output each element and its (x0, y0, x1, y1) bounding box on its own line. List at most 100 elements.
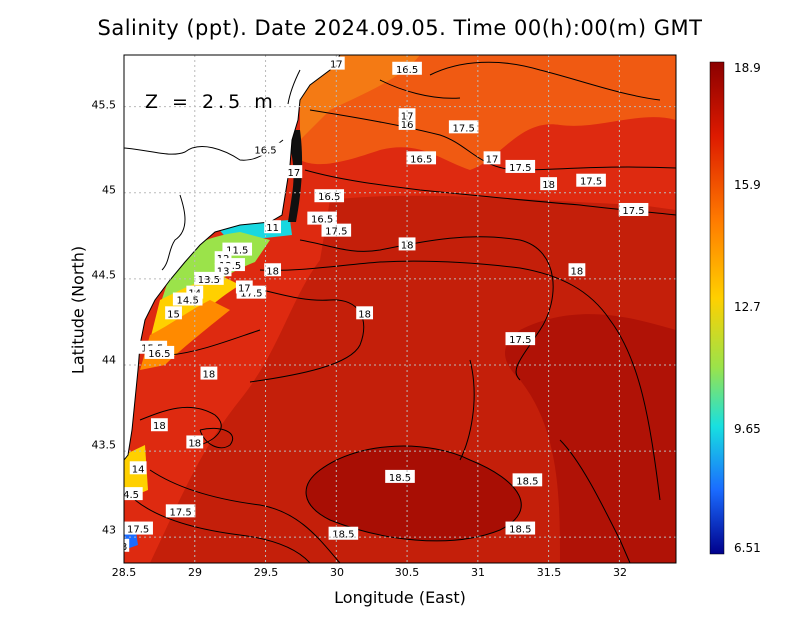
contour-label-text: 17 (238, 283, 251, 294)
contour-label-box (307, 211, 337, 225)
contour-label: 18 (200, 366, 218, 381)
contour-label: 18 (540, 177, 558, 191)
contour-label-text: 17.5 (169, 507, 191, 518)
sea-orange-band (300, 55, 420, 140)
y-tick-label: 43.5 (91, 438, 117, 452)
contour-label: 18 (356, 306, 374, 320)
contour-label: 18 (186, 435, 204, 449)
contour-label-text: 17 (486, 154, 499, 165)
contour-label-box (406, 151, 437, 165)
sea-deep-region-east (505, 314, 676, 563)
colorbar-tick-label: 12.7 (734, 300, 761, 314)
contour-label-text: 18.5 (389, 473, 411, 484)
contour-label-text: 17 (287, 168, 300, 179)
contour-label: 17.5 (618, 202, 649, 217)
contour-label: 17.5 (448, 120, 479, 134)
contour-label-box (576, 173, 606, 187)
contour-label-box (392, 61, 422, 75)
contour-label: 18 (568, 263, 586, 277)
gridlines (123, 55, 676, 563)
contour-label: 16.5 (392, 61, 422, 76)
contour-label: 18.5 (512, 473, 543, 487)
contour-label-box (505, 521, 536, 535)
contour-label: 18.5 (385, 469, 415, 484)
contour-label-text: 17.5 (622, 206, 644, 217)
contour-label-text: 18 (266, 266, 279, 277)
contour-label-box (483, 151, 501, 165)
contour-label-text: 16.5 (311, 215, 333, 226)
contour-label-box (505, 332, 536, 346)
x-tick-label: 31 (471, 566, 485, 579)
contour-label-text: 17.5 (509, 163, 531, 174)
x-tick-label: 28.5 (111, 566, 137, 579)
contour-label-text: 11.5 (226, 246, 248, 257)
contour-label: 17 (285, 165, 303, 179)
contour-label-box (505, 159, 536, 173)
x-axis-label: Longitude (East) (334, 588, 466, 607)
contour-label: 16.5 (250, 142, 281, 157)
contour-label-text: 18 (571, 266, 584, 277)
contour-label: 17.5 (165, 504, 196, 518)
contour-label-text: 16.5 (318, 192, 340, 203)
contour-label-text: 17.5 (509, 335, 531, 346)
plot-frame (123, 54, 677, 564)
contour-label-text: 17.5 (453, 123, 475, 134)
contour-label-text: 18.5 (509, 525, 531, 536)
x-tick-label: 30.5 (394, 566, 420, 579)
contour-label-box (250, 142, 281, 156)
contour-label: 17.5 (124, 521, 153, 536)
contour-label-box (144, 345, 175, 359)
contour-label: 17 (235, 280, 253, 294)
contour-label-box (512, 473, 543, 487)
contour-label-text: 13.5 (198, 275, 220, 286)
contour-label-box (568, 263, 586, 277)
contour-label-text: 18 (358, 309, 371, 320)
x-tick-label: 29.5 (253, 566, 279, 579)
contour-label: 18 (150, 418, 168, 432)
contour-label-box (540, 177, 558, 191)
colorbar-tick-label: 9.65 (734, 422, 761, 436)
colorbar-tick-label: 18.9 (734, 61, 761, 75)
contour-label-box (200, 366, 218, 380)
contour-label: 13.5 (194, 271, 224, 286)
contour-label: 11 (264, 220, 282, 234)
contour-label: 16.5 (144, 345, 175, 360)
contour-label-text: 18 (153, 421, 166, 432)
x-tick-label: 32 (613, 566, 627, 579)
contour-label: 16.5 (406, 151, 437, 165)
contour-label: 4.5 (123, 487, 143, 501)
contour-label-text: 14 (132, 464, 145, 475)
contour-label: 8 (124, 538, 130, 553)
contour-label: 16.5 (307, 211, 337, 226)
contour-label: 18.5 (505, 521, 536, 536)
contour-label-box (124, 538, 130, 552)
contour-label-text: 4.5 (123, 490, 139, 501)
contour-label-text: 16.5 (148, 349, 170, 360)
contour-label-text: 13 (217, 266, 230, 277)
x-tick-label: 31.5 (536, 566, 562, 579)
contour-label-box (264, 220, 282, 234)
contour-label-box (129, 461, 147, 475)
contour-label-box (398, 237, 416, 251)
land-mass (124, 55, 341, 461)
contour-label-text: 17.5 (240, 289, 262, 300)
colorbar-tick-label: 15.9 (734, 178, 761, 192)
sea-deep-region (306, 446, 522, 541)
contour-label-text: 11 (266, 223, 279, 234)
contour-label: 18 (398, 237, 416, 251)
contour-label: 17.5 (505, 332, 536, 346)
contour-label: 18 (264, 263, 282, 277)
contour-label-text: 17.5 (127, 525, 149, 536)
contour-label-box (356, 306, 374, 320)
contour-label: 17 (327, 56, 345, 71)
y-tick-label: 43 (102, 523, 116, 537)
contour-label-box (124, 487, 143, 501)
y-tick-label: 44.5 (91, 268, 117, 282)
contour-label-text: 17.5 (580, 177, 602, 188)
contour-label-box (235, 280, 253, 294)
contour-label: 16.5 (314, 189, 345, 203)
y-tick-label: 45.5 (91, 98, 117, 112)
contour-label-box (618, 202, 649, 216)
